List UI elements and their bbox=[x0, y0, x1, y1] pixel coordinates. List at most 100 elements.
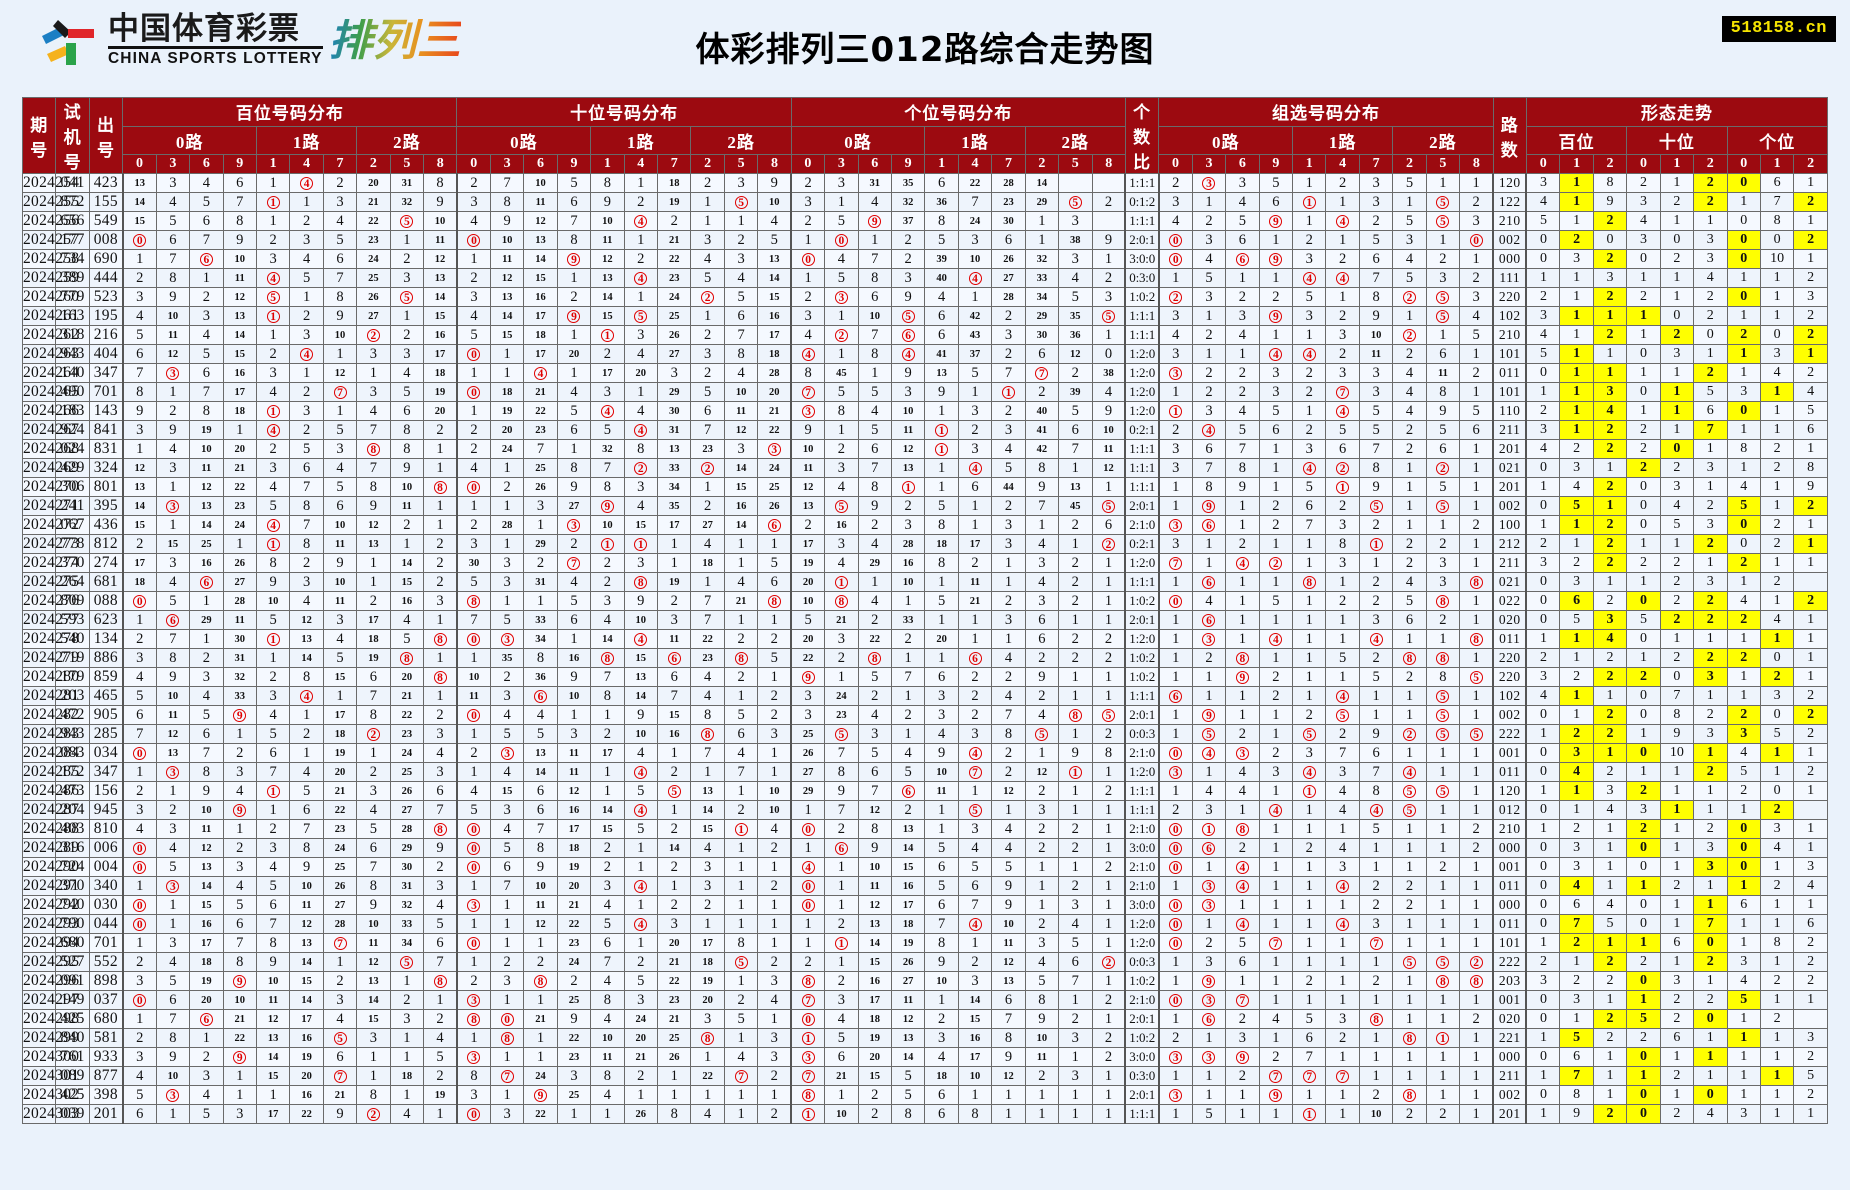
table-row[interactable]: 2024268 024 831 1 4 10 20 2 5 3 8 8 1 2 24 7 1 32 8 13 23 3 3 1… bbox=[21, 439, 1828, 459]
table-row[interactable]: 2024280 179 859 4 9 3 32 2 8 15 6 20 8 10 2 36 9 7 13 6 4 2 1 9… bbox=[21, 667, 1828, 687]
cell-t-2: 7 bbox=[690, 610, 725, 630]
cell-t-4: 10 bbox=[623, 610, 659, 630]
table-row[interactable]: 2024263 943 404 6 12 5 15 2 4 1 3 3 17 0 1 17 20 2 4 27 3 8 18… bbox=[21, 344, 1828, 364]
table-row[interactable]: 2024292 740 030 0 1 15 5 6 11 27 9 32 4 3 1 11 21 4 1 2 2 1 1 0… bbox=[21, 895, 1828, 915]
table-row[interactable]: 2024297 149 037 0 6 20 10 11 14 3 14 2 1 3 1 1 25 8 3 23 20 2… bbox=[21, 990, 1828, 1010]
cell-h-3: 7 bbox=[155, 629, 191, 649]
table-row[interactable]: 2024260 779 523 3 9 2 12 5 1 8 26 5 14 3 13 16 2 14 1 24 2 5 1… bbox=[21, 287, 1828, 307]
cell-u-8: 2 bbox=[1091, 857, 1126, 877]
cell-u-0: 2 bbox=[790, 287, 826, 307]
table-row[interactable]: 2024281 203 465 5 10 4 33 3 4 1 7 21 1 11 3 6 10 8 14 7 4 1 2 3… bbox=[21, 686, 1828, 706]
table-row[interactable]: 2024295 527 552 2 4 18 8 9 14 1 12 5 7 1 2 2 24 7 2 21 18 5 2 2… bbox=[21, 952, 1828, 972]
header-group-十位号码分布: 十位号码分布 bbox=[456, 97, 792, 127]
table-row[interactable]: 2024282 472 905 6 11 5 9 4 1 17 8 22 2 0 4 4 1 1 9 15 8 5 2 3 23… bbox=[21, 705, 1828, 725]
cell-group-3: 1 bbox=[1191, 819, 1227, 839]
table-row[interactable]: 2024288 403 810 4 3 11 1 2 7 23 5 28 8 0 4 7 17 15 5 2 15 1 4 0… bbox=[21, 819, 1828, 839]
cell-u-3: 6 bbox=[824, 838, 859, 858]
table-row[interactable]: 2024301 089 877 4 10 3 1 15 20 7 1 18 2 8 7 24 3 8 2 1 22 7 2 7… bbox=[21, 1066, 1828, 1086]
cell-u-6: 2 bbox=[857, 610, 892, 630]
cell-t-0: 2 bbox=[455, 173, 491, 193]
cell-shape-十位-2: 2 bbox=[1693, 534, 1728, 554]
table-row[interactable]: 2024276 809 088 0 5 1 28 10 4 11 2 16 3 8 1 1 5 3 9 2 7 21 8 10… bbox=[21, 591, 1828, 611]
cell-t-5: 6 bbox=[723, 306, 759, 326]
cell-test-number: 204 bbox=[55, 800, 90, 820]
cell-group-9: 9 bbox=[1258, 211, 1294, 231]
cell-group-2: 1 bbox=[1392, 686, 1427, 706]
cell-t-2: 2 bbox=[690, 287, 725, 307]
table-row[interactable]: 2024255 872 155 14 4 5 7 1 1 3 21 32 9 3 8 11 6 9 2 19 1 5 10 3… bbox=[21, 192, 1828, 212]
table-row[interactable]: 2024259 389 444 2 8 1 11 4 5 7 25 3 13 2 12 15 1 13 4 23 5 4 1… bbox=[21, 268, 1828, 288]
table-row[interactable]: 2024269 429 324 12 3 11 21 3 6 4 7 9 1 4 1 25 8 7 2 33 2 14 24… bbox=[21, 458, 1828, 478]
cell-h-9: 1 bbox=[222, 420, 257, 440]
cell-period: 2024302 bbox=[21, 1085, 80, 1105]
table-row[interactable]: 2024291 370 340 1 3 14 4 5 10 26 8 31 3 1 7 10 20 3 4 1 3 1 2 0… bbox=[21, 876, 1828, 896]
table-row[interactable]: 2024302 425 398 5 3 4 1 1 16 21 8 1 19 3 1 9 25 4 1 1 1 1 1 8 1 2… bbox=[21, 1085, 1828, 1105]
cell-h-6: 4 bbox=[189, 686, 224, 706]
cell-road-count: 002 bbox=[1492, 230, 1527, 250]
table-row[interactable]: 2024262 318 216 5 11 4 14 1 3 10 2 2 16 5 15 18 1 1 3 26 2 7 1… bbox=[21, 325, 1828, 345]
table-row[interactable]: 2024290 724 004 0 5 13 3 4 9 25 7 30 2 0 6 9 19 2 1 2 3 1 1 4 1 1… bbox=[21, 857, 1828, 877]
cell-group-8: 4 bbox=[1459, 306, 1494, 326]
table-row[interactable]: 2024271 241 395 14 3 13 23 5 8 6 9 11 1 1 1 3 27 9 4 35 2 16 2… bbox=[21, 496, 1828, 516]
table-row[interactable]: 2024289 316 006 0 4 12 2 3 8 24 6 29 9 0 5 8 18 2 1 14 4 1 2 1 6… bbox=[21, 838, 1828, 858]
table-row[interactable]: 2024270 306 801 13 1 12 22 4 7 5 8 10 8 0 2 26 9 8 3 34 1 15 2… bbox=[21, 477, 1828, 497]
cell-u-5: 2 bbox=[1058, 591, 1093, 611]
table-row[interactable]: 2024284 083 034 0 13 7 2 6 1 19 1 24 4 2 3 13 11 17 4 1 7 4 1 2… bbox=[21, 743, 1828, 763]
cell-group-0: 1 bbox=[1157, 401, 1193, 421]
cell-h-8: 19 bbox=[423, 1085, 458, 1105]
cell-draw-number: 398 bbox=[88, 1085, 124, 1105]
cell-t-0: 3 bbox=[455, 287, 491, 307]
cell-h-8: 4 bbox=[423, 743, 458, 763]
cell-u-0: 8 bbox=[790, 971, 826, 991]
cell-shape-十位-0: 0 bbox=[1626, 1085, 1661, 1105]
cell-group-7: 5 bbox=[1358, 667, 1394, 687]
table-row[interactable]: 2024296 091 898 3 5 19 9 10 15 2 13 1 8 2 3 8 2 4 5 22 19 1 3 8… bbox=[21, 971, 1828, 991]
table-row[interactable]: 2024275 264 681 18 4 6 27 9 3 10 1 15 2 5 3 31 4 2 8 19 1 4 6 2… bbox=[21, 572, 1828, 592]
table-row[interactable]: 2024267 924 841 3 9 19 1 4 2 5 7 8 2 2 20 23 6 5 4 31 7 12 22 9… bbox=[21, 420, 1828, 440]
table-row[interactable]: 2024286 473 156 2 1 9 4 1 5 21 3 26 6 4 15 6 12 1 5 5 13 1 10 2… bbox=[21, 781, 1828, 801]
cell-t-5: 10 bbox=[723, 382, 759, 402]
cell-shape-百位-1: 1 bbox=[1559, 325, 1594, 345]
table-row[interactable]: 2024303 039 201 6 1 5 3 17 22 9 2 4 1 0 3 22 1 1 26 8 4 1 2 1 10… bbox=[21, 1104, 1828, 1124]
cell-road-count: 110 bbox=[1492, 401, 1527, 421]
cell-t-3: 3 bbox=[489, 553, 525, 573]
cell-h-7: 11 bbox=[322, 534, 358, 554]
table-row[interactable]: 2024256 656 549 15 5 6 8 1 2 4 22 5 10 4 9 12 7 10 4 2 1 1 4 2 5… bbox=[21, 211, 1828, 231]
cell-shape-个位-1: 1 bbox=[1759, 1028, 1795, 1048]
table-row[interactable]: 2024300 761 933 3 9 2 9 14 19 6 1 1 5 3 1 1 23 11 21 26 1 4 3 3… bbox=[21, 1047, 1828, 1067]
table-row[interactable]: 2024264 140 347 7 3 6 16 3 1 12 1 4 18 1 1 4 1 17 20 3 2 4 28 8… bbox=[21, 363, 1828, 383]
cell-t-5: 12 bbox=[723, 420, 759, 440]
table-row[interactable]: 2024285 172 347 1 3 8 3 7 4 20 2 25 3 1 4 14 11 1 4 2 1 7 1 27 8… bbox=[21, 762, 1828, 782]
cell-shape-百位-2: 5 bbox=[1592, 914, 1628, 934]
table-row[interactable]: 2024294 680 701 1 3 17 7 8 13 7 11 34 6 0 1 1 23 6 1 20 17 8 1… bbox=[21, 933, 1828, 953]
table-row[interactable]: 2024293 790 044 0 1 16 6 7 12 28 10 33 5 1 1 12 22 5 4 3 1 1 1… bbox=[21, 914, 1828, 934]
table-row[interactable]: 2024283 943 285 7 12 6 1 5 2 18 2 23 3 1 5 5 3 2 10 16 8 6 3 25… bbox=[21, 724, 1828, 744]
table-row[interactable]: 2024272 067 436 15 1 14 24 4 7 10 12 2 1 2 28 1 3 10 15 17 2… bbox=[21, 515, 1828, 535]
cell-group-7: 2 bbox=[1358, 1085, 1394, 1105]
cell-h-0: 2 bbox=[121, 952, 157, 972]
table-row[interactable]: 2024299 840 581 2 8 1 22 13 16 5 3 1 4 1 8 1 22 10 20 25 8 1 3… bbox=[21, 1028, 1828, 1048]
cell-group-8: 2 bbox=[1459, 192, 1494, 212]
table-row[interactable]: 2024257 177 008 0 6 7 9 2 3 5 23 1 11 0 10 13 8 11 1 21 3 2 5 1… bbox=[21, 230, 1828, 250]
table-row[interactable]: 2024265 490 701 8 1 7 17 4 2 7 3 5 19 0 18 21 4 3 1 29 5 10 20… bbox=[21, 382, 1828, 402]
cell-group-6: 3 bbox=[1225, 306, 1260, 326]
table-row[interactable]: 2024266 183 143 9 2 8 18 1 3 1 4 6 20 1 19 22 5 4 4 30 6 11 21… bbox=[21, 401, 1828, 421]
table-row[interactable]: 2024254 041 423 13 3 4 6 1 4 2 20 31 8 2 7 10 5 8 1 18 2 3 9 2 3… bbox=[21, 173, 1828, 193]
cell-t-0: 1 bbox=[455, 952, 491, 972]
cell-shape-个位-0: 1 bbox=[1726, 933, 1761, 953]
table-row[interactable]: 2024279 719 886 3 8 2 31 1 14 5 19 8 1 1 35 8 16 8 15 6 23 8 5… bbox=[21, 648, 1828, 668]
table-row[interactable]: 2024277 593 623 1 6 29 11 5 12 3 17 4 1 7 5 33 6 4 10 3 7 1 1 5… bbox=[21, 610, 1828, 630]
table-row[interactable]: 2024287 204 945 3 2 10 9 1 6 22 4 27 7 5 3 6 16 14 4 1 14 2 10… bbox=[21, 800, 1828, 820]
cell-shape-个位-0: 1 bbox=[1726, 800, 1761, 820]
table-row[interactable]: 2024298 425 680 1 7 6 21 12 17 4 15 3 2 8 0 21 9 4 24 21 3 5 1… bbox=[21, 1009, 1828, 1029]
cell-group-5: 6 bbox=[1425, 344, 1461, 364]
cell-h-3: 1 bbox=[155, 382, 191, 402]
table-row[interactable]: 2024273 778 812 2 15 25 1 1 8 11 13 1 2 3 1 29 2 1 1 1 4 1 1 17… bbox=[21, 534, 1828, 554]
table-row[interactable]: 2024274 370 274 17 3 16 26 8 2 9 1 14 2 30 3 2 7 2 3 1 18 1 5 1… bbox=[21, 553, 1828, 573]
cell-u-5: 7 bbox=[1058, 439, 1093, 459]
table-row[interactable]: 2024261 163 195 4 10 3 13 1 2 9 27 1 15 4 14 17 9 15 5 25 1 6… bbox=[21, 306, 1828, 326]
table-row[interactable]: 2024278 540 134 2 7 1 30 1 13 4 18 5 8 0 3 34 1 14 4 11 22 2 2… bbox=[21, 629, 1828, 649]
table-row[interactable]: 2024258 734 690 1 7 6 10 3 4 6 24 2 12 1 11 14 9 12 2 22 4 3 1… bbox=[21, 249, 1828, 269]
cell-t-5: 7 bbox=[723, 1066, 759, 1086]
cell-h-4: 15 bbox=[289, 971, 324, 991]
